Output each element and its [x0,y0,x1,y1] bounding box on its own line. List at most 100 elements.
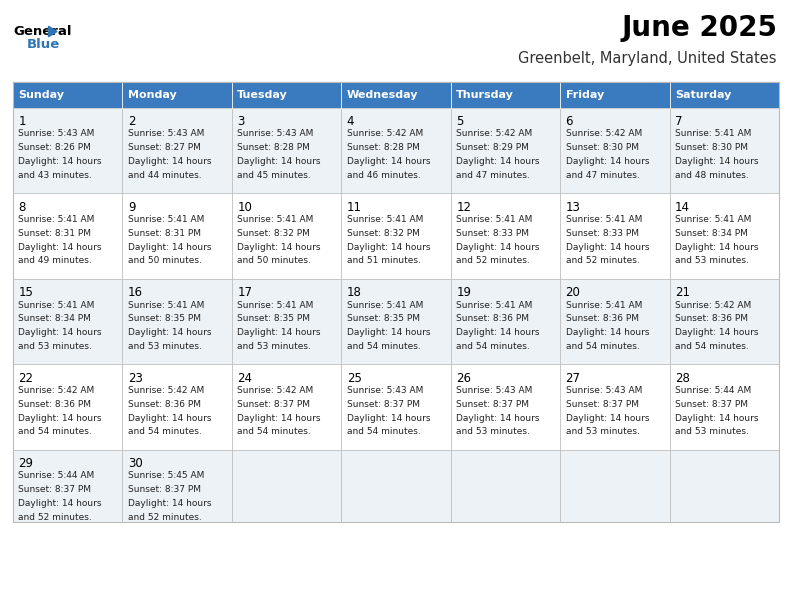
Text: Sunrise: 5:42 AM: Sunrise: 5:42 AM [565,130,642,138]
Bar [451,82,560,108]
Text: Sunrise: 5:43 AM: Sunrise: 5:43 AM [128,130,204,138]
Text: Sunrise: 5:41 AM: Sunrise: 5:41 AM [18,215,95,224]
Text: 13: 13 [565,201,581,214]
Bar [13,82,123,108]
Text: and 47 minutes.: and 47 minutes. [456,171,530,180]
Text: and 52 minutes.: and 52 minutes. [456,256,530,266]
Bar [232,278,341,364]
Text: Sunset: 8:32 PM: Sunset: 8:32 PM [347,229,420,238]
Bar [341,278,451,364]
Text: Daylight: 14 hours: Daylight: 14 hours [128,414,211,423]
Text: Sunset: 8:34 PM: Sunset: 8:34 PM [675,229,748,238]
Bar [669,364,779,449]
Text: Sunrise: 5:41 AM: Sunrise: 5:41 AM [347,300,423,310]
Text: Daylight: 14 hours: Daylight: 14 hours [128,328,211,337]
Bar [341,82,451,108]
Text: Daylight: 14 hours: Daylight: 14 hours [128,499,211,508]
Text: 15: 15 [18,286,33,299]
Bar [341,449,451,521]
Text: Friday: Friday [565,90,604,100]
Text: 14: 14 [675,201,690,214]
Text: Daylight: 14 hours: Daylight: 14 hours [675,328,759,337]
Text: Sunset: 8:31 PM: Sunset: 8:31 PM [128,229,201,238]
Text: 21: 21 [675,286,690,299]
Text: Sunset: 8:37 PM: Sunset: 8:37 PM [128,485,201,494]
Polygon shape [48,26,57,37]
Text: Sunset: 8:37 PM: Sunset: 8:37 PM [565,400,638,409]
Text: and 53 minutes.: and 53 minutes. [565,427,639,436]
Text: Sunrise: 5:41 AM: Sunrise: 5:41 AM [565,215,642,224]
Text: Sunrise: 5:42 AM: Sunrise: 5:42 AM [456,130,532,138]
Text: 9: 9 [128,201,135,214]
Text: 1: 1 [18,115,26,128]
Text: 20: 20 [565,286,581,299]
Text: and 53 minutes.: and 53 minutes. [128,342,202,351]
Text: Sunrise: 5:41 AM: Sunrise: 5:41 AM [128,300,204,310]
Text: Daylight: 14 hours: Daylight: 14 hours [347,242,430,252]
Bar [13,193,123,278]
Bar [232,364,341,449]
Text: and 53 minutes.: and 53 minutes. [18,342,93,351]
Text: Sunset: 8:28 PM: Sunset: 8:28 PM [238,143,310,152]
Text: Sunrise: 5:44 AM: Sunrise: 5:44 AM [18,471,95,480]
Text: Sunset: 8:36 PM: Sunset: 8:36 PM [128,400,201,409]
Text: General: General [13,25,71,38]
Bar [13,364,123,449]
Text: and 54 minutes.: and 54 minutes. [128,427,202,436]
Text: and 53 minutes.: and 53 minutes. [456,427,530,436]
Bar [232,449,341,521]
Text: and 53 minutes.: and 53 minutes. [675,256,749,266]
Text: Daylight: 14 hours: Daylight: 14 hours [18,157,102,166]
Text: Thursday: Thursday [456,90,514,100]
Text: 24: 24 [238,371,253,384]
Text: Daylight: 14 hours: Daylight: 14 hours [238,328,321,337]
Text: and 54 minutes.: and 54 minutes. [456,342,530,351]
Text: Sunset: 8:28 PM: Sunset: 8:28 PM [347,143,420,152]
Text: Sunset: 8:30 PM: Sunset: 8:30 PM [675,143,748,152]
Text: 7: 7 [675,115,683,128]
Text: Wednesday: Wednesday [347,90,418,100]
Text: and 43 minutes.: and 43 minutes. [18,171,92,180]
Text: Daylight: 14 hours: Daylight: 14 hours [565,414,649,423]
Bar [451,278,560,364]
Text: 25: 25 [347,371,362,384]
Text: and 53 minutes.: and 53 minutes. [238,342,311,351]
Text: Saturday: Saturday [675,90,732,100]
Text: and 48 minutes.: and 48 minutes. [675,171,748,180]
Text: and 54 minutes.: and 54 minutes. [347,427,421,436]
Text: Daylight: 14 hours: Daylight: 14 hours [675,157,759,166]
Bar [669,449,779,521]
Text: Daylight: 14 hours: Daylight: 14 hours [18,414,102,423]
Bar [341,108,451,193]
Text: 8: 8 [18,201,26,214]
Text: 17: 17 [238,286,253,299]
Text: Daylight: 14 hours: Daylight: 14 hours [347,157,430,166]
Bar [560,449,669,521]
Text: Daylight: 14 hours: Daylight: 14 hours [18,499,102,508]
Bar [341,193,451,278]
Text: Sunrise: 5:43 AM: Sunrise: 5:43 AM [18,130,95,138]
Text: Sunset: 8:36 PM: Sunset: 8:36 PM [18,400,91,409]
Text: Sunset: 8:33 PM: Sunset: 8:33 PM [565,229,638,238]
Text: Daylight: 14 hours: Daylight: 14 hours [565,328,649,337]
Bar [123,193,232,278]
Bar [669,82,779,108]
Text: and 52 minutes.: and 52 minutes. [565,256,639,266]
Text: Monday: Monday [128,90,177,100]
Text: and 54 minutes.: and 54 minutes. [347,342,421,351]
Text: 26: 26 [456,371,471,384]
Bar [123,364,232,449]
Text: Sunset: 8:36 PM: Sunset: 8:36 PM [456,315,529,323]
Text: 3: 3 [238,115,245,128]
Text: Sunrise: 5:41 AM: Sunrise: 5:41 AM [456,300,532,310]
Text: Sunrise: 5:42 AM: Sunrise: 5:42 AM [347,130,423,138]
Text: 22: 22 [18,371,33,384]
Text: Sunrise: 5:44 AM: Sunrise: 5:44 AM [675,386,752,395]
Text: Sunset: 8:27 PM: Sunset: 8:27 PM [128,143,201,152]
Text: and 49 minutes.: and 49 minutes. [18,256,92,266]
Text: Daylight: 14 hours: Daylight: 14 hours [456,328,539,337]
Text: and 52 minutes.: and 52 minutes. [18,513,92,522]
Text: and 51 minutes.: and 51 minutes. [347,256,421,266]
Text: Sunrise: 5:41 AM: Sunrise: 5:41 AM [675,215,752,224]
Text: Daylight: 14 hours: Daylight: 14 hours [347,414,430,423]
